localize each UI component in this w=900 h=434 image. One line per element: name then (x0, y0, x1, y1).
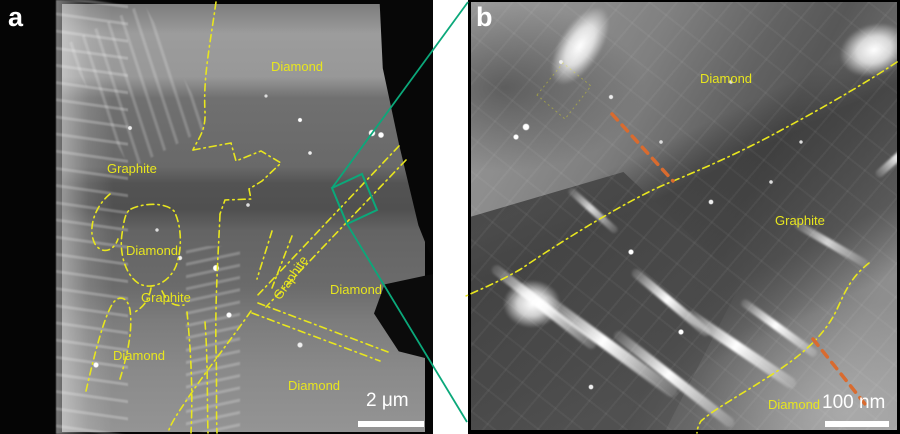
region-label-diamond-top-a: Diamond (271, 59, 324, 74)
region-label-diamond-bottom-left-a: Diamond (113, 348, 166, 363)
region-label-graphite-center-b: Graphite (775, 213, 825, 228)
bright-particle-specks (471, 2, 897, 430)
region-label-diamond-top-b: Diamond (700, 71, 753, 86)
region-label-graphite-left-a: Graphite (107, 161, 157, 176)
region-label-graphite-mid-a: Graphite (141, 290, 191, 305)
scale-bar-b (825, 421, 889, 427)
region-label-diamond-bottom-a: Diamond (288, 378, 341, 393)
panel-a-letter: a (8, 2, 24, 32)
panel-b-letter: b (476, 2, 493, 32)
scale-bar-a (358, 421, 424, 427)
panel-b-image-area (471, 2, 897, 430)
scale-bar-label-b: 100 nm (822, 392, 886, 413)
region-label-diamond-right-a: Diamond (330, 282, 383, 297)
region-label-diamond-mid-a: Diamond (126, 243, 179, 258)
panel-a-micrograph (0, 0, 433, 434)
region-label-diamond-bottom-b: Diamond (768, 397, 821, 412)
scale-bar-label-a: 2 μm (366, 390, 409, 411)
bright-particle-specks (0, 0, 433, 434)
panel-b-micrograph (468, 0, 900, 434)
